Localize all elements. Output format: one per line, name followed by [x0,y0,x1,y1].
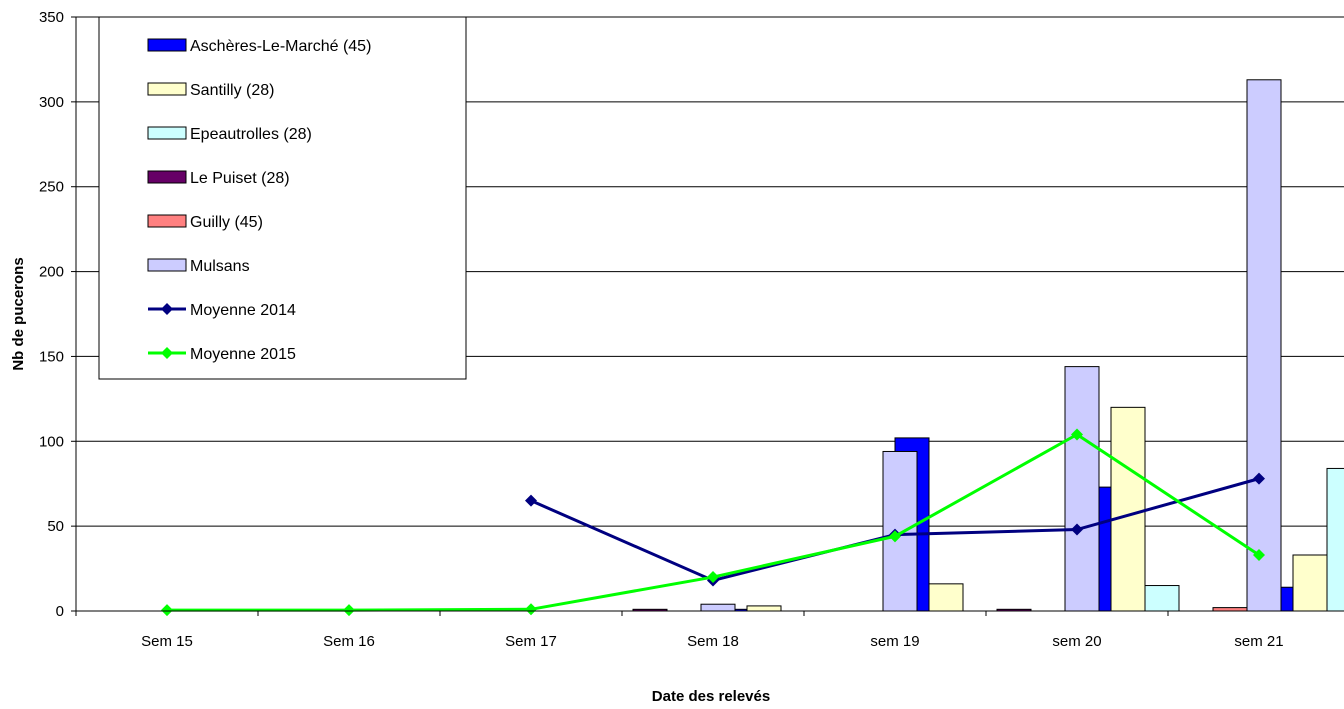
x-tick-label: sem 20 [1052,633,1101,650]
legend-box [98,16,467,380]
data-point [1253,548,1265,561]
legend-swatch [147,38,187,52]
bar [746,605,782,612]
legend-label: Mulsans [190,258,250,275]
legend-marker [161,347,173,359]
x-tick-label: Sem 15 [141,633,193,650]
data-point [525,494,537,507]
axes [71,16,1344,616]
y-axis-title: Nb de pucerons [10,257,27,370]
bar [1292,554,1328,612]
y-tick-label: 0 [56,603,64,620]
legend-label: Moyenne 2015 [190,346,296,363]
y-tick-label: 150 [39,348,64,365]
legend-swatch [147,214,187,228]
bar [700,603,736,612]
legend-marker [161,303,173,315]
legend-swatch [147,258,187,272]
legend-label: Aschères-Le-Marché (45) [190,38,371,55]
x-tick-label: Sem 16 [323,633,375,650]
y-tick-labels: 0 50 100 150 200 250 300 350 [39,9,64,620]
bar [1110,406,1146,612]
y-tick-label: 100 [39,433,64,450]
bar [1064,366,1100,612]
data-point [1071,428,1083,441]
x-tick-label: Sem 18 [687,633,739,650]
y-tick-label: 300 [39,94,64,111]
data-point [707,571,719,584]
data-point [161,604,173,617]
x-tick-label: sem 19 [870,633,919,650]
bar [882,450,918,612]
bar [1212,607,1248,612]
y-tick-label: 50 [47,518,64,535]
y-tick-label: 250 [39,179,64,196]
y-tick-label: 200 [39,264,64,281]
legend-label: Le Puiset (28) [190,170,290,187]
data-point [343,604,355,617]
x-tick-label: sem 21 [1234,633,1283,650]
x-axis-title: Date des relevés [652,688,770,705]
bars [632,79,1344,612]
legend-swatch [147,170,187,184]
legend-swatch [147,126,187,140]
data-point [889,530,901,543]
bar [1326,467,1344,612]
legend-swatch [147,82,187,96]
lines [161,428,1265,617]
bar [928,583,964,612]
data-point [525,603,537,616]
bar [1246,79,1282,612]
y-tick-label: 350 [39,9,64,26]
legend-label: Moyenne 2014 [190,302,296,319]
x-tick-labels: Sem 15 Sem 16 Sem 17 Sem 18 sem 19 sem 20 sem … [141,633,1283,650]
legend: Aschères-Le-Marché (45) Santilly (28) Epea… [98,16,467,380]
data-point [1253,472,1265,485]
legend-label: Epeautrolles (28) [190,126,312,143]
bar [1144,585,1180,612]
legend-label: Santilly (28) [190,82,274,99]
legend-label: Guilly (45) [190,214,263,231]
x-tick-label: Sem 17 [505,633,557,650]
data-point [1071,523,1083,536]
